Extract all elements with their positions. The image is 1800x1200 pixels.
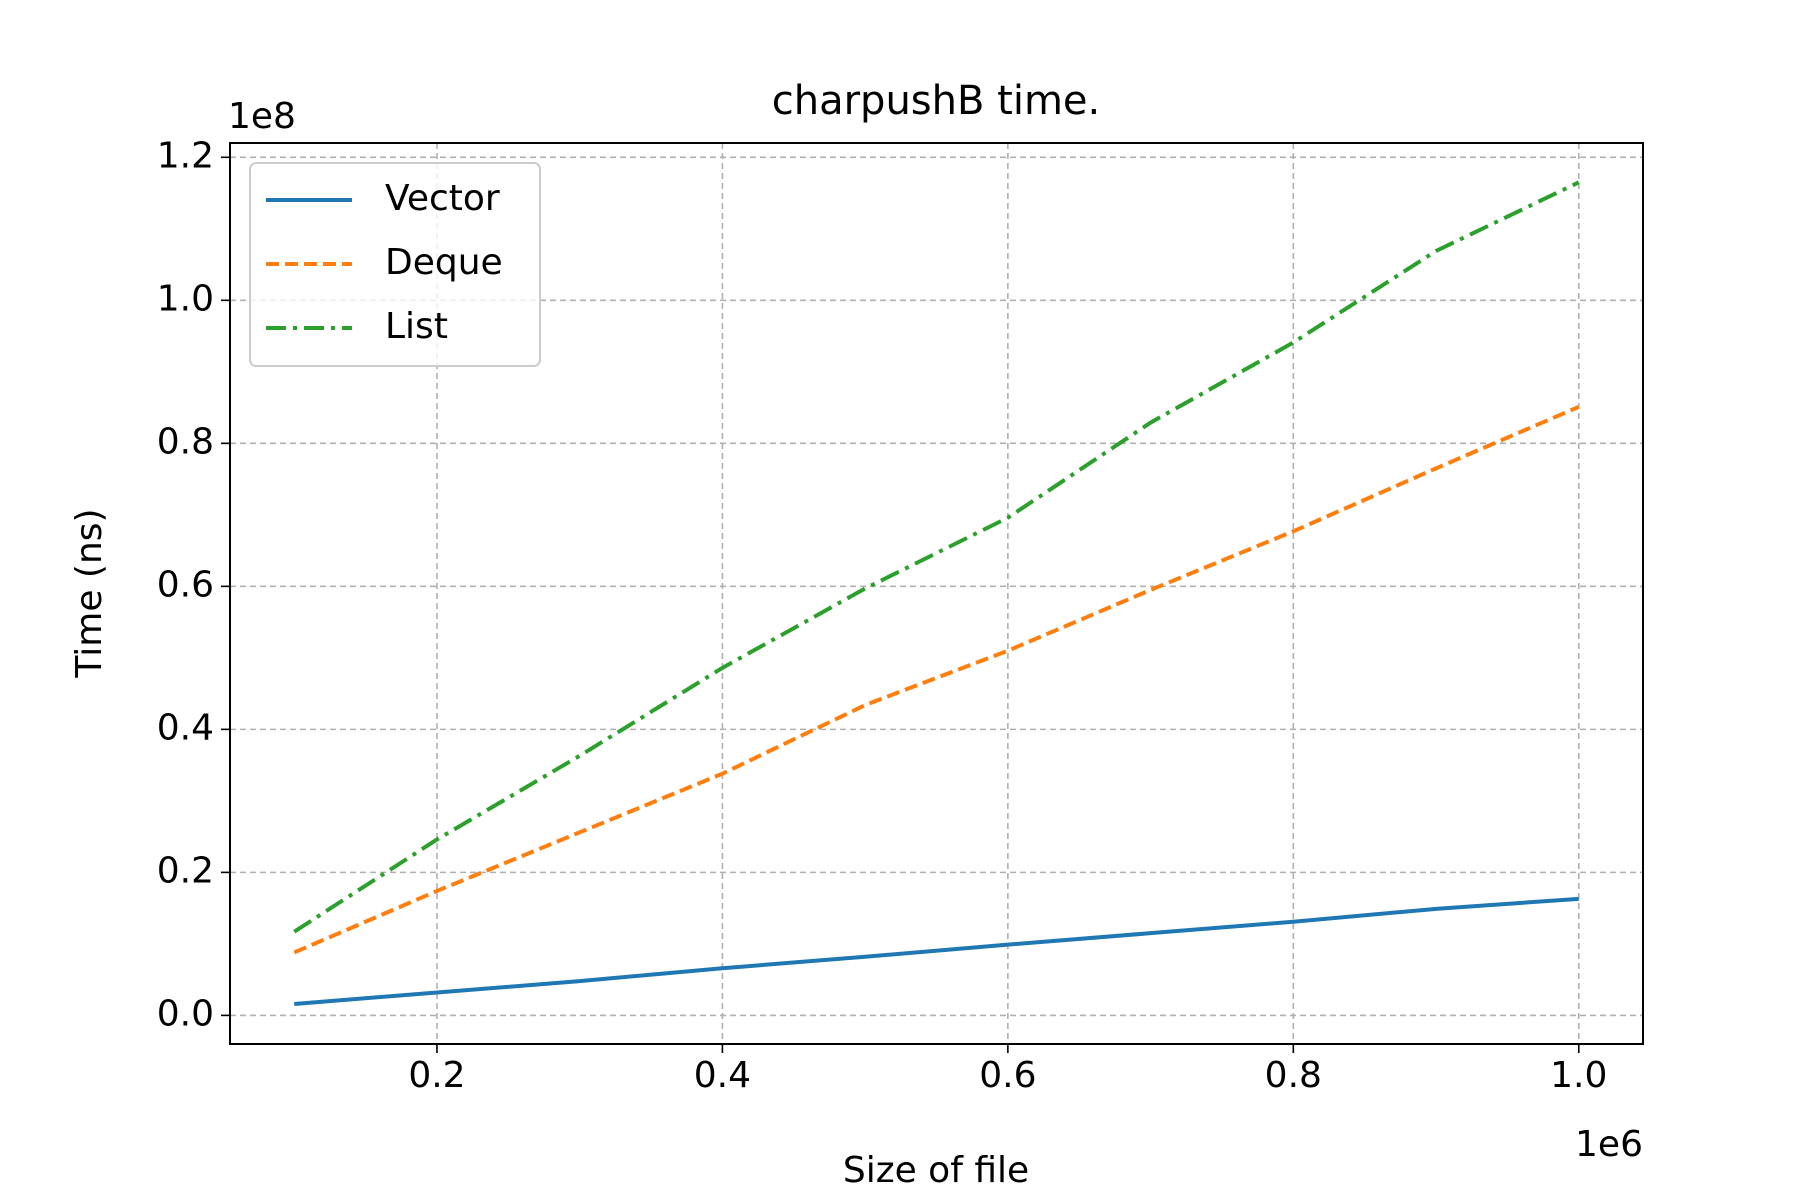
x-axis-label: Size of file <box>843 1150 1029 1191</box>
y-axis-label: Time (ns) <box>69 508 110 678</box>
series-line <box>294 896 1579 1006</box>
series-line <box>293 180 1580 934</box>
x-tick-label: 0.2 <box>408 1055 465 1096</box>
y-offset-label: 1e8 <box>228 96 296 137</box>
plot-frame <box>229 142 1644 1045</box>
legend-label: Vector <box>385 178 500 219</box>
y-tick-label: 1.2 <box>157 135 214 176</box>
legend-label: List <box>385 306 448 347</box>
y-tick-label: 0.8 <box>157 421 214 462</box>
y-tick-label: 0.2 <box>157 850 214 891</box>
x-tick-label: 0.4 <box>694 1055 751 1096</box>
y-tick-label: 0.0 <box>157 993 214 1034</box>
legend-box <box>249 162 541 367</box>
x-tick-label: 0.6 <box>979 1055 1036 1096</box>
series-line <box>293 405 1580 955</box>
chart-title: charpushB time. <box>772 78 1100 124</box>
legend: Vector Deque List <box>249 162 541 367</box>
x-tick-label: 0.8 <box>1265 1055 1322 1096</box>
x-offset-label: 1e6 <box>1575 1124 1643 1165</box>
y-tick-label: 0.6 <box>157 564 214 605</box>
y-tick-label: 1.0 <box>157 278 214 319</box>
x-tick-label: 1.0 <box>1550 1055 1607 1096</box>
y-tick-label: 0.4 <box>157 707 214 748</box>
legend-label: Deque <box>385 242 503 283</box>
